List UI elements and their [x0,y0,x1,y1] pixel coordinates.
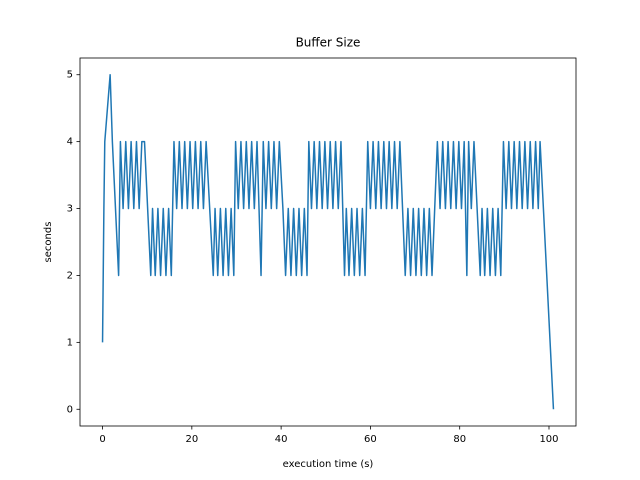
x-tick-label: 100 [539,434,558,445]
chart-title: Buffer Size [296,36,361,50]
x-tick-label: 20 [185,434,198,445]
y-tick-label: 5 [67,70,73,81]
x-tick-label: 0 [99,434,105,445]
x-tick-label: 40 [275,434,288,445]
x-tick-label: 80 [453,434,466,445]
axes-frame [79,57,577,427]
data-line [101,73,555,410]
y-tick-label: 2 [67,270,73,281]
y-tick-label: 4 [67,137,73,148]
y-tick-label: 1 [67,337,73,348]
y-axis-label: seconds [43,222,54,263]
y-tick-label: 0 [67,404,73,415]
x-tick-label: 60 [364,434,377,445]
y-tick-label: 3 [67,204,73,215]
x-axis-label: execution time (s) [283,459,374,470]
